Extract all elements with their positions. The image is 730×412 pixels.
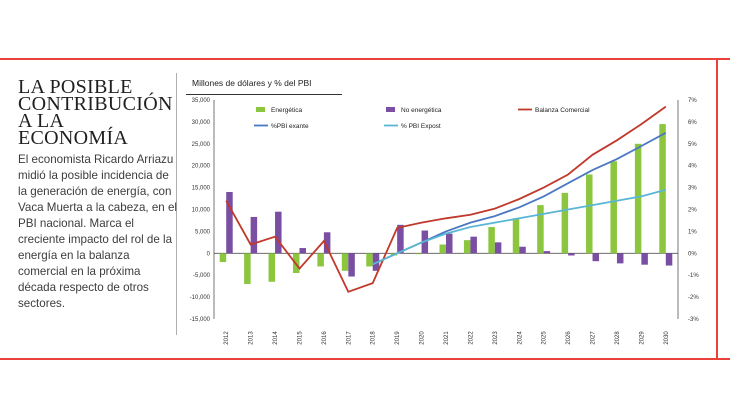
x-tick-label: 2030 xyxy=(664,331,670,345)
y2-tick-label: -2% xyxy=(688,295,699,301)
column-divider xyxy=(176,73,177,335)
bar-no-energetica xyxy=(299,248,306,254)
article-body: El economista Ricardo Arriazu midió la p… xyxy=(18,153,177,310)
headline-line: LA POSIBLE xyxy=(18,76,133,98)
x-tick-label: 2016 xyxy=(322,331,328,345)
x-tick-label: 2012 xyxy=(224,331,230,345)
headline-line: CONTRIBUCIÓN xyxy=(18,93,173,115)
bar-no-energetica xyxy=(568,253,575,256)
bar-no-energetica xyxy=(665,253,673,266)
x-tick-label: 2019 xyxy=(395,331,401,345)
bar-energetica xyxy=(659,124,666,254)
bar-energetica xyxy=(439,244,446,254)
x-tick-label: 2021 xyxy=(444,331,450,345)
bar-energetica xyxy=(415,253,422,255)
series-line-balanza-comercial xyxy=(225,105,667,293)
y-tick-label: -5,000 xyxy=(193,273,211,279)
y-tick-label: -10,000 xyxy=(190,295,211,301)
y-tick-label: 10,000 xyxy=(192,208,211,214)
bar-energetica xyxy=(634,143,642,254)
bar-no-energetica xyxy=(543,251,551,254)
bar-no-energetica xyxy=(519,246,526,254)
y2-tick-label: 3% xyxy=(688,186,697,192)
x-tick-label: 2017 xyxy=(346,331,352,345)
legend-label: %PBI exante xyxy=(271,123,309,130)
x-tick-label: 2023 xyxy=(493,331,499,345)
y-tick-label: 15,000 xyxy=(192,186,211,192)
bar-energetica xyxy=(268,253,276,282)
bottom-frame-rule xyxy=(0,358,730,360)
chart-title-rule xyxy=(186,94,342,95)
x-tick-label: 2027 xyxy=(591,331,597,345)
x-tick-label: 2020 xyxy=(420,331,426,345)
y-tick-label: 5,000 xyxy=(195,229,211,235)
bar-energetica xyxy=(341,253,349,271)
bar-energetica xyxy=(488,227,495,254)
bar-no-energetica xyxy=(348,253,355,277)
y-tick-label: -15,000 xyxy=(190,317,211,323)
legend-swatch xyxy=(386,107,395,112)
x-tick-label: 2018 xyxy=(371,331,377,345)
y2-tick-label: 7% xyxy=(688,98,697,104)
bar-no-energetica xyxy=(250,216,258,254)
bar-no-energetica xyxy=(397,224,404,254)
bar-no-energetica xyxy=(494,242,502,254)
bar-no-energetica xyxy=(323,232,331,254)
chart-title: Millones de dólares y % del PBI xyxy=(192,78,312,88)
headline: LA POSIBLE CONTRIBUCIÓN A LA ECONOMÍA xyxy=(18,76,176,149)
x-tick-label: 2014 xyxy=(273,331,279,345)
y2-tick-label: 4% xyxy=(688,164,697,170)
legend-label: No energética xyxy=(401,107,442,114)
x-tick-label: 2028 xyxy=(615,331,621,345)
legend-swatch xyxy=(256,107,265,112)
y2-tick-label: 6% xyxy=(688,120,697,126)
x-tick-label: 2026 xyxy=(566,331,572,345)
bar-energetica xyxy=(586,174,593,254)
bar-no-energetica xyxy=(226,191,233,254)
y2-tick-label: -1% xyxy=(688,273,699,279)
bar-energetica xyxy=(463,240,471,254)
legend-label: % PBI Expost xyxy=(401,123,441,130)
y2-tick-label: 1% xyxy=(688,229,697,235)
y-tick-label: 25,000 xyxy=(192,142,211,148)
bar-no-energetica xyxy=(592,253,600,262)
bar-no-energetica xyxy=(470,236,477,254)
y2-tick-label: 0% xyxy=(688,251,697,257)
bar-energetica xyxy=(317,253,324,267)
legend-label: Balanza Comercial xyxy=(535,107,590,114)
bar-energetica xyxy=(219,253,227,263)
bar-energetica xyxy=(366,253,373,267)
bar-energetica xyxy=(244,253,251,284)
legend-label: Energética xyxy=(271,107,302,114)
bar-energetica xyxy=(537,205,544,254)
bar-no-energetica xyxy=(641,253,648,265)
x-tick-label: 2013 xyxy=(249,331,255,345)
y2-tick-label: 2% xyxy=(688,208,697,214)
y2-tick-label: 5% xyxy=(688,142,697,148)
y-tick-label: 20,000 xyxy=(192,164,211,170)
y-tick-label: 35,000 xyxy=(192,98,211,104)
y-tick-label: 30,000 xyxy=(192,120,211,126)
bar-energetica xyxy=(561,192,569,254)
bar-no-energetica xyxy=(446,233,453,254)
headline-line: A LA ECONOMÍA xyxy=(18,110,129,149)
x-tick-label: 2024 xyxy=(517,331,523,345)
bar-energetica xyxy=(610,161,617,254)
bar-energetica xyxy=(512,218,520,254)
x-tick-label: 2029 xyxy=(639,331,645,345)
x-tick-label: 2025 xyxy=(542,331,548,345)
top-frame-rule xyxy=(0,58,730,60)
y2-tick-label: -3% xyxy=(688,317,699,323)
bar-no-energetica xyxy=(275,211,282,254)
x-tick-label: 2015 xyxy=(297,331,303,345)
y-tick-label: 0 xyxy=(207,251,211,257)
x-tick-label: 2022 xyxy=(468,331,474,345)
series-line-pbi-expost xyxy=(372,188,667,266)
right-frame-rule xyxy=(716,58,718,360)
bar-no-energetica xyxy=(616,253,624,264)
